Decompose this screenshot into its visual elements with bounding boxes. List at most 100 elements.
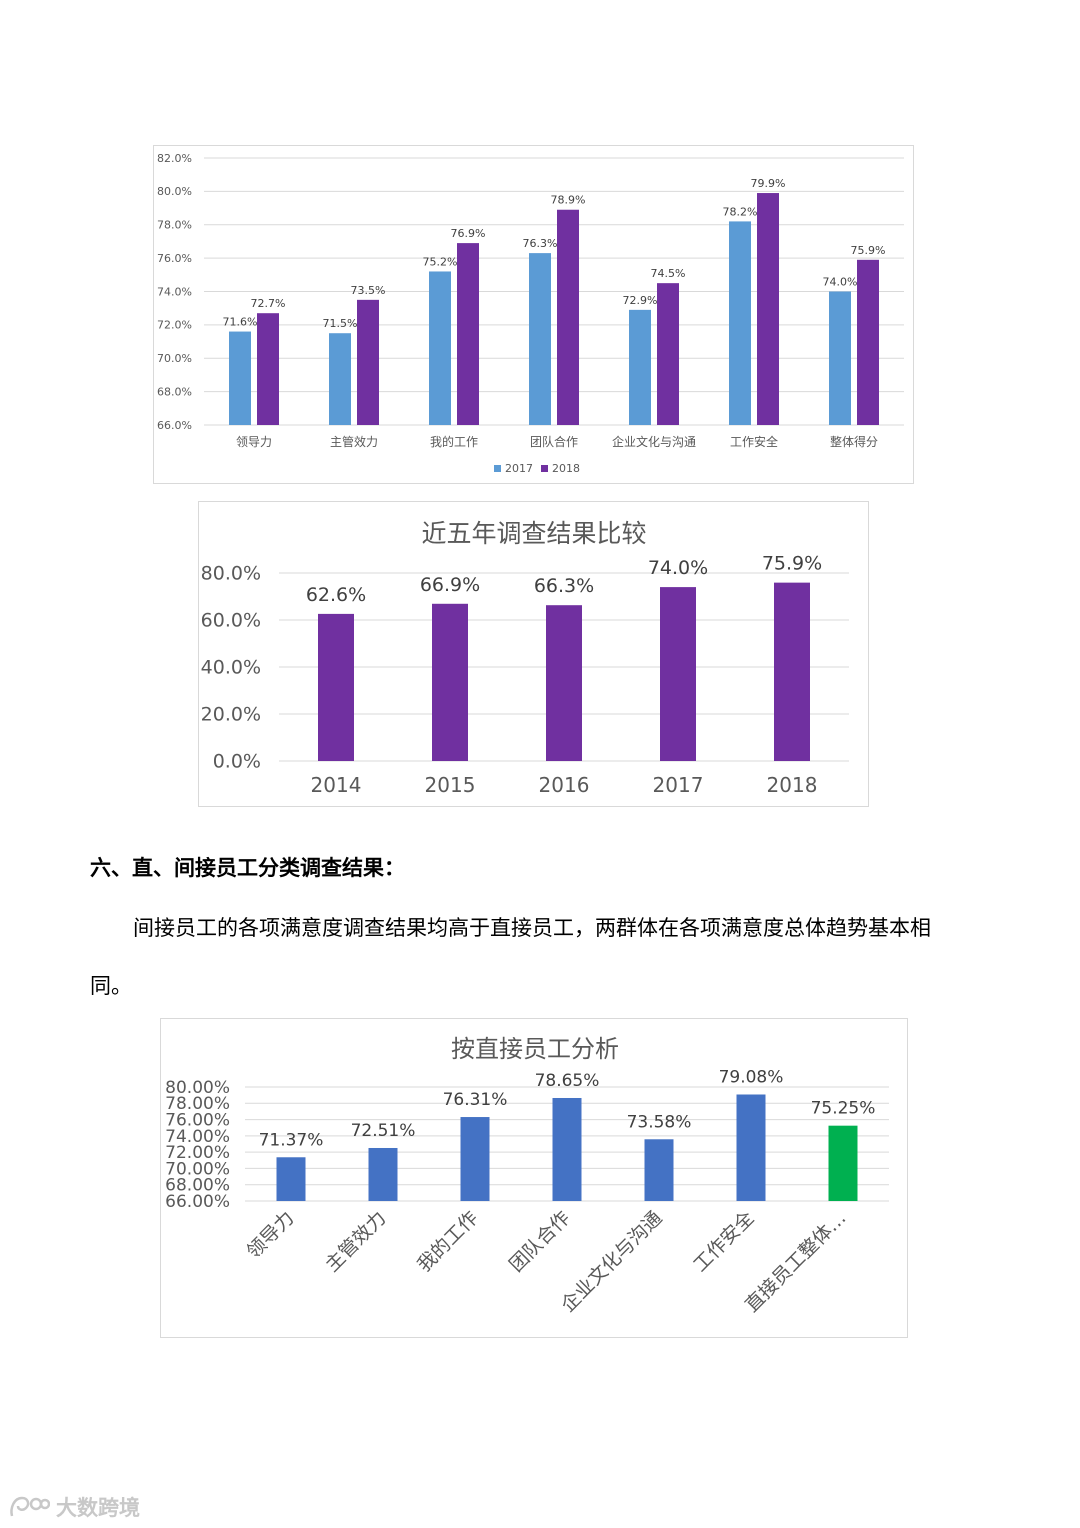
chart3-svg: 按直接员工分析 80.00%78.00%76.00%74.00%72.00%70.… <box>165 1035 889 1317</box>
chart1-bar <box>457 243 479 425</box>
watermark: 大数跨境 <box>8 1492 140 1522</box>
paragraph-line-1: 间接员工的各项满意度调查结果均高于直接员工，两群体在各项满意度总体趋势基本相 <box>133 916 931 940</box>
chart3-bar <box>644 1139 674 1201</box>
chart3-category-label: 我的工作 <box>413 1207 482 1276</box>
chart1-data-label: 71.5% <box>323 317 358 330</box>
chart2-ytick-label: 0.0% <box>213 751 261 773</box>
chart2-bar <box>774 582 810 761</box>
chart3-bar <box>828 1125 858 1201</box>
chart2-svg: 近五年调查结果比较 80.0% 60.0% 40.0% 20.0% 0.0% 62.6% 20… <box>201 519 849 797</box>
section-heading: 六、直、间接员工分类调查结果： <box>90 856 405 880</box>
chart1-category-label: 团队合作 <box>530 434 578 449</box>
chart2-bar <box>432 603 468 761</box>
chart2-bar <box>318 613 354 761</box>
chart3-category-label: 团队合作 <box>505 1207 574 1276</box>
chart3-data-label: 75.25% <box>811 1099 876 1119</box>
chart1-bar <box>257 313 279 425</box>
chart2-ytick-label: 60.0% <box>201 610 261 632</box>
chart2-ytick-label: 80.0% <box>201 563 261 585</box>
chart2-bar <box>546 605 582 761</box>
chart1-data-label: 76.9% <box>451 227 486 240</box>
chart3-bar <box>552 1097 582 1201</box>
chart3-ytick-label: 66.00% <box>165 1192 230 1212</box>
chart3-bar <box>736 1094 766 1201</box>
chart3-data-label: 76.31% <box>443 1090 508 1110</box>
chart1-bar <box>329 333 351 425</box>
chart2-category-label: 2014 <box>311 773 362 797</box>
chart3-bar <box>460 1117 490 1201</box>
chart1-bar <box>429 271 451 425</box>
chart1-ytick-label: 72.0% <box>157 319 192 332</box>
chart1-data-label: 76.3% <box>523 237 558 250</box>
chart1-category-label: 主管效力 <box>330 434 378 449</box>
chart3-ytick-label: 68.00% <box>165 1176 230 1196</box>
chart3-data-label: 73.58% <box>627 1112 692 1132</box>
chart1-category-label: 工作安全 <box>730 434 778 449</box>
chart3-category-label: 主管效力 <box>321 1207 390 1276</box>
chart1-data-label: 74.5% <box>651 267 686 280</box>
chart3-ytick-label: 78.00% <box>165 1094 230 1114</box>
chart3-ytick-label: 72.00% <box>165 1143 230 1163</box>
chart1-data-label: 75.9% <box>851 244 886 257</box>
chart1-ytick-label: 82.0% <box>157 152 192 165</box>
chart1-data-label: 78.2% <box>723 205 758 218</box>
chart1-data-label: 72.9% <box>623 294 658 307</box>
chart2-ytick-label: 40.0% <box>201 657 261 679</box>
chart3-ytick-label: 80.00% <box>165 1078 230 1098</box>
chart3-data-label: 71.37% <box>259 1130 324 1150</box>
chart3-ytick-label: 70.00% <box>165 1159 230 1179</box>
chart3-ytick-label: 74.00% <box>165 1127 230 1147</box>
chart1-bar <box>829 291 851 425</box>
chart3-bar <box>276 1157 306 1201</box>
chart1-legend-label: 2017 <box>505 462 533 475</box>
chart1-bar <box>757 193 779 425</box>
chart1-bar <box>857 259 879 425</box>
chart1-data-label: 78.9% <box>551 194 586 207</box>
chart2-category-label: 2017 <box>653 773 704 797</box>
chart2-bar <box>660 587 696 761</box>
chart1-legend-label: 2018 <box>552 462 580 475</box>
chart-direct-employee-analysis: 按直接员工分析 80.00% 78.00% 76.00% 74.00% 72.00% 70.… <box>160 1018 908 1338</box>
chart2-category-label: 2016 <box>539 773 590 797</box>
chart1-category-label: 领导力 <box>236 435 272 449</box>
chart-five-year-comparison: 近五年调查结果比较 80.0% 60.0% 40.0% 20.0% 0.0% 62.6% 20… <box>198 501 869 807</box>
chart3-data-label: 72.51% <box>351 1121 416 1141</box>
chart1-bar <box>557 209 579 425</box>
chart1-data-label: 74.0% <box>823 276 858 289</box>
chart1-ytick-label: 78.0% <box>157 219 192 232</box>
chart3-data-label: 78.65% <box>535 1071 600 1091</box>
chart1-ytick-label: 66.0% <box>157 419 192 432</box>
chart2-title: 近五年调查结果比较 <box>421 519 646 548</box>
chart1-legend-swatch <box>541 465 548 472</box>
chart3-bar <box>368 1147 398 1201</box>
chart1-data-label: 75.2% <box>423 255 458 268</box>
chart1-ytick-label: 68.0% <box>157 385 192 398</box>
chart1-legend-swatch <box>494 465 501 472</box>
watermark-logo-icon <box>10 1496 50 1517</box>
chart3-ytick-label: 76.00% <box>165 1111 230 1131</box>
chart1-data-label: 73.5% <box>351 284 386 297</box>
watermark-text: 大数跨境 <box>56 1496 140 1520</box>
chart2-data-label: 66.9% <box>420 574 480 596</box>
chart3-title: 按直接员工分析 <box>451 1035 619 1063</box>
chart1-category-label: 企业文化与沟通 <box>612 434 696 449</box>
paragraph-line-2: 同。 <box>90 974 132 998</box>
chart2-category-label: 2015 <box>425 773 476 797</box>
chart1-category-label: 整体得分 <box>830 434 878 449</box>
chart1-ytick-label: 76.0% <box>157 252 192 265</box>
chart1-data-label: 71.6% <box>223 316 258 329</box>
chart1-bar <box>729 221 751 425</box>
chart2-data-label: 74.0% <box>648 557 708 579</box>
chart1-bar <box>229 331 251 425</box>
chart2-category-label: 2018 <box>767 773 818 797</box>
chart2-data-label: 62.6% <box>306 584 366 606</box>
chart2-data-label: 75.9% <box>762 553 822 575</box>
chart1-bar <box>529 253 551 425</box>
chart1-data-label: 72.7% <box>251 297 286 310</box>
chart1-ytick-label: 80.0% <box>157 185 192 198</box>
chart1-ytick-label: 70.0% <box>157 352 192 365</box>
chart1-bar <box>629 309 651 425</box>
chart3-data-label: 79.08% <box>719 1067 784 1087</box>
chart-satisfaction-2017-2018: 82.0% 80.0% 78.0% 76.0% 74.0% 72.0% 70.0% 68.0%… <box>153 145 914 484</box>
chart2-ytick-label: 20.0% <box>201 704 261 726</box>
